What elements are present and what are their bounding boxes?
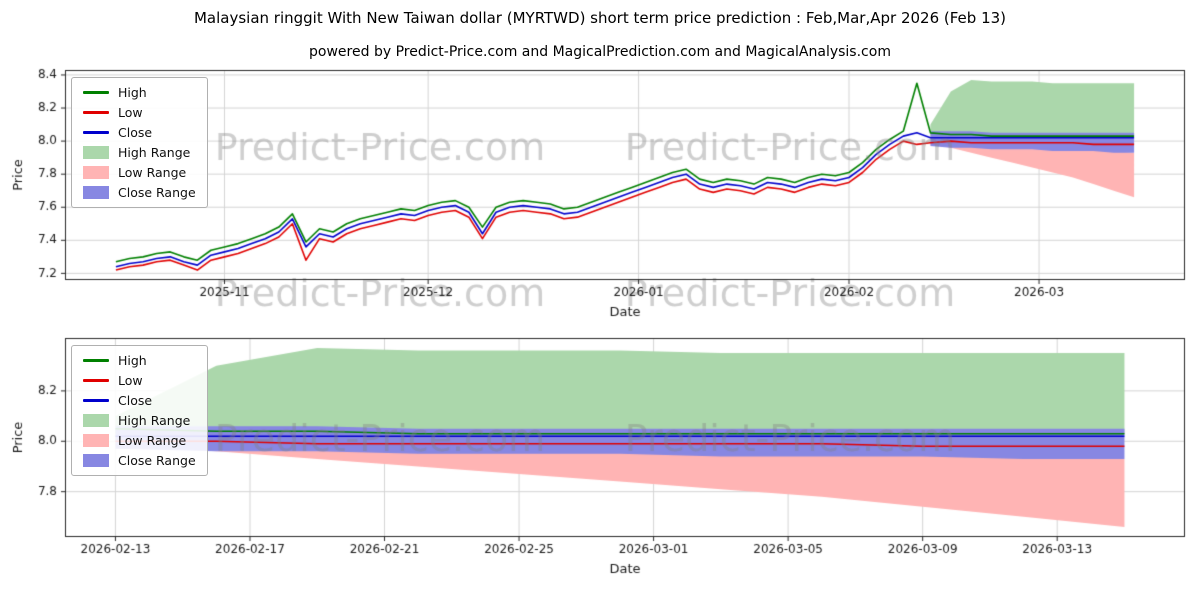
legend-label: Low Range xyxy=(118,165,187,180)
legend-top: High Low Close High Range Low Range Close Ran… xyxy=(71,77,208,208)
legend-label: High Range xyxy=(118,413,191,428)
close-range-swatch-icon xyxy=(83,454,109,467)
close-swatch-icon xyxy=(83,131,109,134)
legend-item-low: Low xyxy=(83,373,196,388)
legend-item-high-range: High Range xyxy=(83,145,196,160)
legend-label: High Range xyxy=(118,145,191,160)
chart-subtitle: powered by Predict-Price.com and Magical… xyxy=(309,44,891,60)
low-range-swatch-icon xyxy=(83,166,109,179)
high-swatch-icon xyxy=(83,91,109,94)
legend-label: High xyxy=(118,85,147,100)
high-swatch-icon xyxy=(83,359,109,362)
legend-item-low-range: Low Range xyxy=(83,433,196,448)
legend-item-high: High xyxy=(83,85,196,100)
legend-item-high-range: High Range xyxy=(83,413,196,428)
legend-label: Close xyxy=(118,393,153,408)
low-range-swatch-icon xyxy=(83,434,109,447)
legend-label: High xyxy=(118,353,147,368)
chart-title: Malaysian ringgit With New Taiwan dollar… xyxy=(193,9,1007,27)
legend-item-close: Close xyxy=(83,125,196,140)
legend-label: Low Range xyxy=(118,433,187,448)
legend-label: Close xyxy=(118,125,153,140)
legend-label: Low xyxy=(118,373,143,388)
close-range-swatch-icon xyxy=(83,186,109,199)
legend-item-close-range: Close Range xyxy=(83,185,196,200)
low-swatch-icon xyxy=(83,111,109,114)
legend-label: Low xyxy=(118,105,143,120)
legend-label: Close Range xyxy=(118,453,196,468)
close-swatch-icon xyxy=(83,399,109,402)
high-range-swatch-icon xyxy=(83,146,109,159)
legend-label: Close Range xyxy=(118,185,196,200)
legend-item-low-range: Low Range xyxy=(83,165,196,180)
legend-item-close: Close xyxy=(83,393,196,408)
legend-bottom: High Low Close High Range Low Range Close Ran… xyxy=(71,345,208,476)
legend-item-low: Low xyxy=(83,105,196,120)
legend-item-close-range: Close Range xyxy=(83,453,196,468)
high-range-swatch-icon xyxy=(83,414,109,427)
legend-item-high: High xyxy=(83,353,196,368)
low-swatch-icon xyxy=(83,379,109,382)
